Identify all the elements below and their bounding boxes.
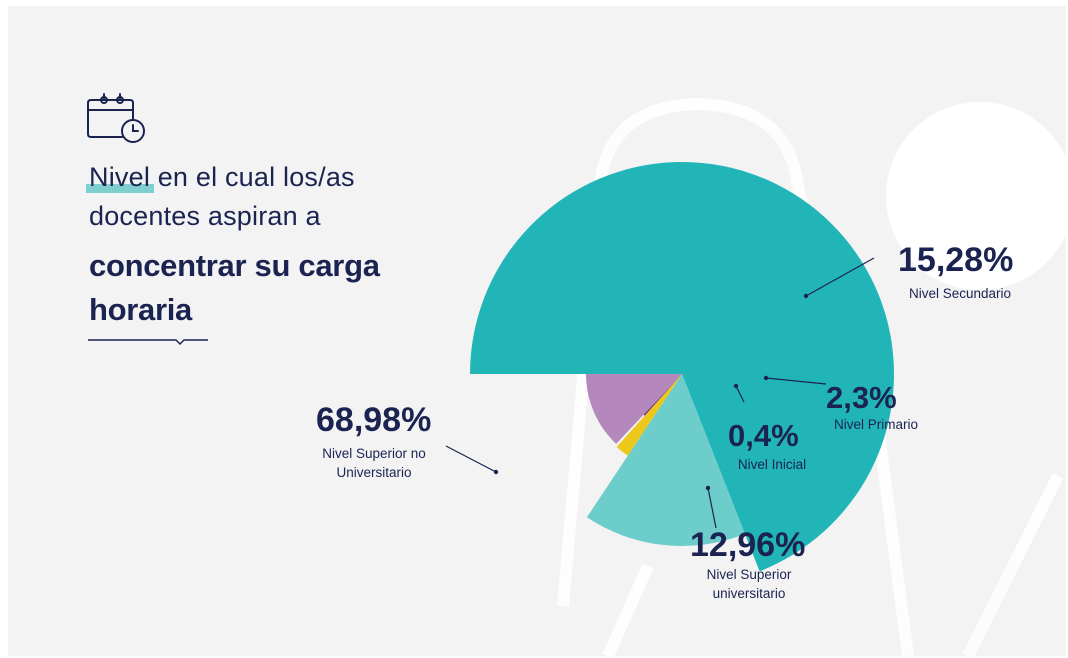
data-label-pct-secundario: 15,28% (898, 241, 1013, 279)
chart-title-line-1: Nivel en el cual los/as (89, 162, 355, 193)
calendar-clock-icon (87, 93, 145, 143)
leader-line-superior-no-universitario (445, 445, 497, 473)
leader-line-inicial (735, 385, 745, 403)
pie-slice-inicial (643, 374, 682, 416)
pie-slice-superior-no-universitario (470, 161, 894, 572)
pie-slices (470, 161, 894, 572)
data-label-pct-superior-no-universitario: 68,98% (316, 401, 431, 439)
leader-dot-primario (763, 375, 769, 381)
pie-leader-lines (445, 257, 875, 529)
chart-title-line-3: concentrar su carga (89, 248, 380, 283)
leader-dot-superior-universitario (705, 485, 711, 491)
chart-title-line-2: docentes aspiran a (89, 201, 321, 231)
leader-dot-inicial (733, 383, 739, 389)
leader-dot-secundario (803, 293, 809, 299)
chart-title-highlight-word: Nivel (89, 162, 151, 192)
leader-dot-superior-no-universitario (493, 469, 499, 475)
infographic-panel: Nivel en el cual los/as docentes aspiran… (8, 6, 1066, 656)
data-label-pct-superior-universitario: 12,96% (690, 526, 805, 564)
data-label-category-inicial: Nivel Inicial (738, 457, 806, 472)
data-label-category-superior-universitario: Nivel Superior universitario (707, 567, 792, 601)
leader-line-superior-universitario (707, 487, 717, 529)
data-label-category-superior-no-universitario: Nivel Superior no Universitario (322, 446, 426, 480)
data-label-category-primario: Nivel Primario (834, 417, 918, 432)
data-label-pct-inicial: 0,4% (728, 418, 799, 453)
title-underline-rule (88, 339, 208, 345)
pie-slice-secundario (586, 374, 745, 546)
chart-title-line-1-rest: en el cual los/as (150, 162, 355, 192)
pie-slice-primario (616, 374, 682, 456)
pie-chart: 68,98% Nivel Superior no Universitario 15,2… (316, 161, 1013, 601)
chart-title-line-4: horaria (89, 292, 192, 327)
pie-labels: 68,98% Nivel Superior no Universitario 15,2… (316, 241, 1013, 601)
pie-slice-superior-universitario (586, 374, 682, 444)
data-label-category-secundario: Nivel Secundario (909, 286, 1011, 301)
data-label-pct-primario: 2,3% (826, 380, 897, 415)
title-highlight-bar (86, 184, 154, 193)
leader-line-secundario (805, 257, 875, 297)
leader-line-primario (765, 377, 827, 385)
